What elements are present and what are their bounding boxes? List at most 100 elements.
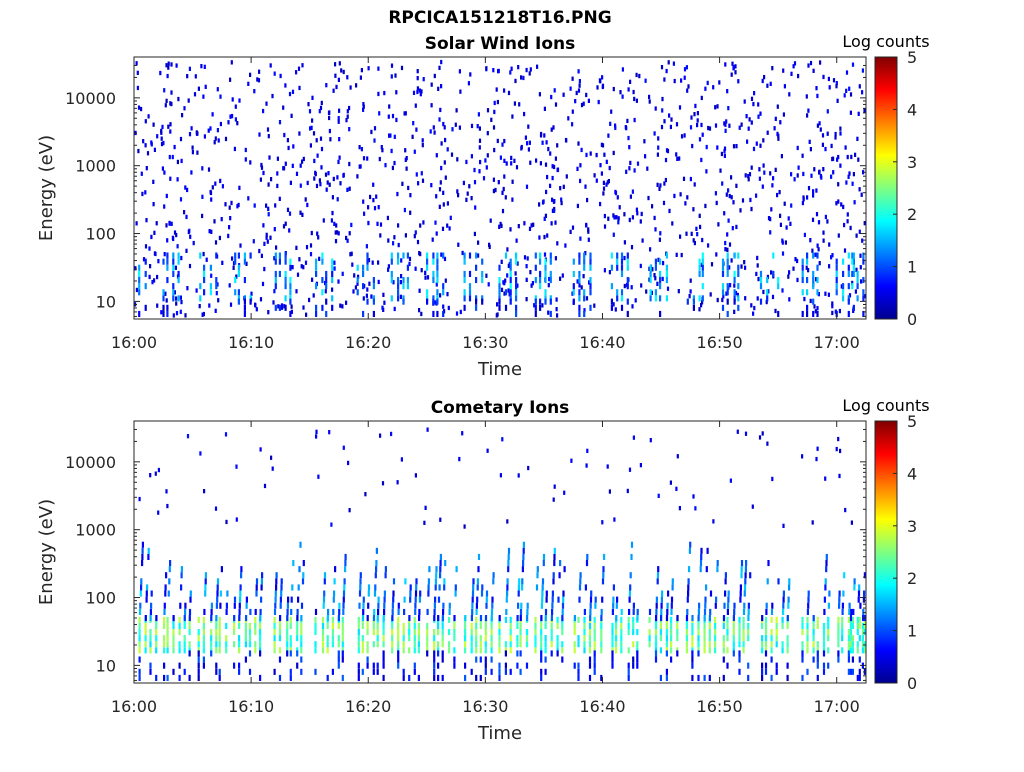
heatmap-cell — [437, 615, 440, 622]
heatmap-cell — [764, 650, 768, 657]
heatmap-cell — [475, 252, 478, 259]
heatmap-cell — [660, 608, 663, 615]
heatmap-cell — [578, 277, 581, 284]
heatmap-cell — [552, 578, 555, 585]
heatmap-cell — [556, 650, 559, 657]
heatmap-cell — [166, 277, 169, 284]
heatmap-cell — [248, 629, 252, 636]
heatmap-cell — [475, 635, 478, 642]
heatmap-cell — [525, 629, 529, 636]
heatmap-cell — [823, 608, 826, 615]
heatmap-cell — [359, 572, 362, 579]
heatmap-cell — [473, 231, 476, 237]
heatmap-cell — [613, 215, 616, 220]
heatmap-cell — [249, 295, 252, 302]
heatmap-cell — [286, 622, 289, 629]
heatmap-cell — [775, 622, 778, 629]
heatmap-cell — [286, 615, 289, 622]
heatmap-cell — [686, 88, 689, 93]
heatmap-cell — [685, 647, 688, 654]
heatmap-cell — [265, 101, 268, 106]
heatmap-cell — [341, 641, 344, 648]
heatmap-cell — [824, 476, 827, 481]
heatmap-cell — [526, 141, 529, 146]
heatmap-cell — [611, 641, 614, 648]
heatmap-cell — [138, 668, 141, 675]
heatmap-cell — [649, 438, 652, 443]
heatmap-cell — [815, 456, 818, 462]
heatmap-cell — [543, 234, 546, 240]
heatmap-cell — [593, 668, 596, 675]
heatmap-cell — [737, 270, 740, 277]
heatmap-cell — [358, 164, 361, 169]
heatmap-cell — [225, 608, 228, 615]
heatmap-cell — [298, 85, 301, 91]
heatmap-cell — [685, 615, 689, 622]
heatmap-cell — [461, 431, 464, 436]
heatmap-cell — [755, 141, 758, 146]
heatmap-cell — [623, 283, 626, 289]
heatmap-cell — [261, 281, 265, 287]
heatmap-cell — [397, 635, 400, 642]
heatmap-cell — [607, 216, 610, 221]
heatmap-cell — [847, 668, 850, 675]
heatmap-cell — [744, 572, 747, 579]
heatmap-cell — [379, 233, 382, 238]
heatmap-cell — [436, 258, 439, 265]
heatmap-cell — [259, 608, 262, 615]
heatmap-cell — [824, 214, 827, 220]
axes-box — [133, 56, 867, 320]
heatmap-cell — [714, 647, 717, 654]
heatmap-cell — [166, 647, 169, 654]
heatmap-cell — [138, 616, 141, 623]
heatmap-cell — [562, 92, 565, 97]
heatmap-cell — [816, 650, 819, 657]
heatmap-cell — [654, 656, 658, 663]
heatmap-cell — [484, 662, 487, 669]
heatmap-cell — [504, 616, 507, 623]
heatmap-cell — [260, 253, 263, 258]
heatmap-cell — [714, 635, 717, 642]
heatmap-cell — [274, 602, 277, 609]
heatmap-cell — [326, 615, 329, 622]
heatmap-cell — [163, 616, 166, 623]
heatmap-cell — [490, 608, 494, 615]
heatmap-cell — [160, 141, 164, 147]
heatmap-cell — [210, 273, 213, 278]
heatmap-cell — [367, 584, 371, 591]
heatmap-cell — [296, 272, 300, 277]
heatmap-cell — [500, 259, 503, 264]
heatmap-cell — [856, 270, 859, 277]
heatmap-cell — [167, 590, 170, 597]
heatmap-cell — [701, 237, 704, 243]
heatmap-cell — [490, 668, 493, 675]
heatmap-cell — [486, 108, 490, 113]
colorbar-tick-label: 5 — [907, 48, 917, 67]
heatmap-cell — [254, 641, 257, 648]
heatmap-cell — [573, 622, 576, 629]
heatmap-cell — [533, 303, 536, 308]
heatmap-cell — [478, 169, 481, 174]
heatmap-cell — [258, 69, 261, 74]
heatmap-cell — [189, 590, 192, 597]
heatmap-cell — [747, 608, 750, 615]
heatmap-cell — [738, 635, 741, 642]
heatmap-cell — [455, 311, 459, 316]
heatmap-cell — [615, 615, 618, 622]
heatmap-cell — [202, 635, 205, 642]
heatmap-cell — [202, 662, 205, 669]
heatmap-cell — [147, 114, 150, 119]
heatmap-cell — [374, 572, 377, 579]
heatmap-cell — [717, 222, 720, 227]
heatmap-cell — [856, 616, 859, 623]
heatmap-cell — [255, 584, 258, 591]
heatmap-cell — [553, 553, 556, 560]
heatmap-cell — [233, 662, 236, 669]
heatmap-cell — [475, 629, 478, 636]
heatmap-cell — [260, 584, 263, 591]
heatmap-cell — [856, 622, 859, 629]
heatmap-cell — [362, 296, 365, 301]
heatmap-cell — [166, 264, 169, 271]
heatmap-cell — [218, 641, 221, 648]
heatmap-cell — [583, 608, 586, 615]
